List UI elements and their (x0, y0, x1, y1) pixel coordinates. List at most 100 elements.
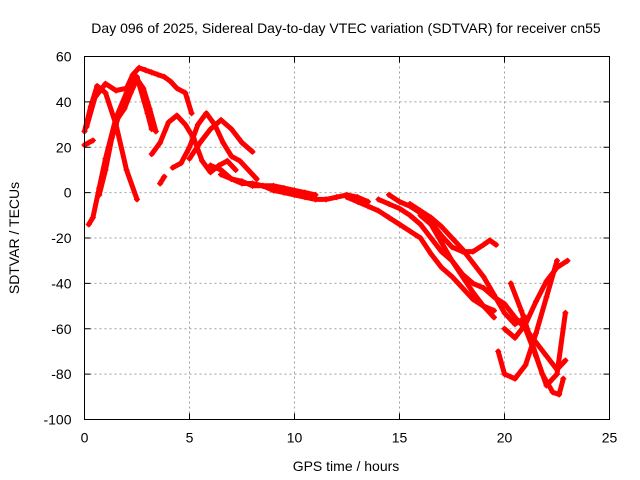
data-point (236, 157, 243, 164)
data-point (493, 241, 500, 248)
data-point (470, 289, 476, 296)
data-point (220, 139, 227, 146)
data-point (129, 71, 136, 78)
data-point (560, 375, 567, 382)
data-point (554, 257, 560, 264)
data-point (375, 207, 382, 214)
data-point (186, 155, 193, 162)
data-point (173, 85, 180, 92)
data-point (501, 300, 508, 307)
y-tick-label: 20 (56, 139, 72, 155)
data-point (491, 307, 497, 314)
data-point (543, 293, 550, 300)
data-point (375, 196, 382, 203)
data-point (512, 314, 518, 321)
series-line (407, 201, 528, 327)
data-point (203, 110, 210, 117)
data-point (115, 114, 122, 121)
data-point (480, 284, 487, 291)
data-point (207, 126, 214, 133)
series-trace-5 (96, 76, 159, 198)
data-point (512, 334, 518, 341)
data-point (157, 180, 164, 187)
data-point (148, 151, 155, 158)
data-point (253, 176, 260, 183)
data-point (354, 198, 361, 205)
data-point (491, 314, 497, 321)
series-trace-12 (344, 194, 497, 314)
data-point (562, 357, 569, 364)
data-point (512, 321, 518, 328)
x-tick-label: 25 (602, 430, 618, 446)
x-axis-label: GPS time / hours (293, 458, 400, 474)
data-point (449, 257, 455, 264)
data-point (218, 166, 224, 173)
data-point (142, 67, 149, 74)
data-point (501, 371, 508, 378)
y-axis-label: SDTVAR / TECUs (6, 182, 22, 294)
data-point (136, 64, 143, 71)
data-point (146, 105, 153, 112)
data-point (549, 389, 556, 396)
data-point (152, 128, 159, 135)
series-trace-13 (375, 196, 497, 321)
data-point (207, 162, 214, 169)
data-point (239, 139, 245, 146)
data-point (232, 166, 239, 173)
data-point (522, 362, 529, 369)
data-point (224, 157, 231, 164)
grid-lines (84, 56, 610, 420)
data-point (157, 139, 164, 146)
data-point (501, 309, 508, 316)
data-point (102, 80, 109, 87)
data-point (470, 259, 476, 266)
data-point (449, 235, 455, 241)
x-tick-labels: 0 5 10 15 20 25 (81, 430, 618, 446)
data-point (134, 196, 140, 203)
series-line (376, 196, 497, 320)
x-tick-label: 15 (392, 430, 408, 446)
data-series (81, 64, 571, 398)
data-point (486, 237, 493, 244)
data-point (96, 191, 103, 198)
series-trace-3 (81, 137, 96, 148)
data-point (161, 173, 168, 180)
data-point (480, 303, 487, 310)
data-point (365, 203, 371, 210)
data-point (438, 264, 445, 271)
data-point (386, 214, 392, 221)
series-trace-15 (407, 200, 529, 328)
x-tick-label: 10 (287, 430, 303, 446)
data-point (449, 244, 455, 251)
data-point (522, 325, 529, 332)
data-point (239, 180, 245, 187)
data-point (207, 169, 214, 176)
data-point (543, 278, 550, 285)
series-trace-9 (186, 117, 256, 162)
data-point (459, 271, 466, 278)
series-trace-11 (207, 162, 319, 198)
series-trace-17 (495, 257, 560, 382)
data-point (554, 371, 560, 378)
data-point (182, 121, 189, 128)
data-point (102, 166, 109, 173)
data-point (194, 121, 201, 128)
y-tick-labels: -100 -80 -60 -40 -20 0 20 40 60 (43, 49, 71, 428)
data-point (94, 82, 101, 89)
data-point (188, 110, 195, 117)
x-tick-label: 0 (81, 430, 89, 446)
data-point (218, 117, 224, 124)
series-line (96, 76, 159, 198)
data-point (396, 221, 403, 228)
data-point (165, 119, 172, 126)
data-point (260, 182, 266, 189)
data-point (518, 307, 525, 314)
data-point (134, 76, 140, 83)
data-point (167, 78, 174, 85)
data-point (102, 89, 109, 96)
data-point (249, 148, 256, 155)
data-point (291, 187, 298, 194)
data-point (533, 298, 539, 305)
